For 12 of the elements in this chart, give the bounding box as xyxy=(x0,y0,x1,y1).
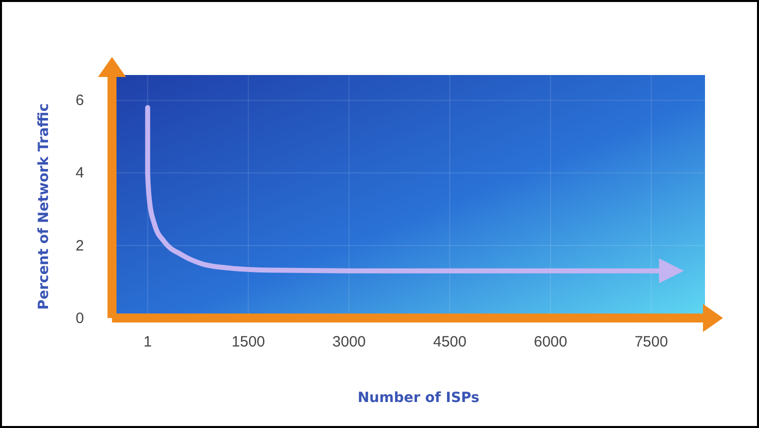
x-tick-label: 1 xyxy=(143,334,152,351)
y-tick-label: 0 xyxy=(76,310,84,327)
y-tick-label: 2 xyxy=(76,237,84,254)
x-tick-label: 3000 xyxy=(332,334,366,351)
x-axis-title: Number of ISPs xyxy=(358,390,480,406)
y-tick-label: 4 xyxy=(76,164,84,182)
x-tick-label: 6000 xyxy=(534,334,568,351)
x-tick-label: 4500 xyxy=(433,334,466,351)
y-axis-title: Percent of Network Traffic xyxy=(36,103,52,310)
x-tick-label: 1500 xyxy=(232,334,266,351)
x-tick-label: 7500 xyxy=(634,334,668,351)
y-tick-label: 6 xyxy=(76,92,84,110)
